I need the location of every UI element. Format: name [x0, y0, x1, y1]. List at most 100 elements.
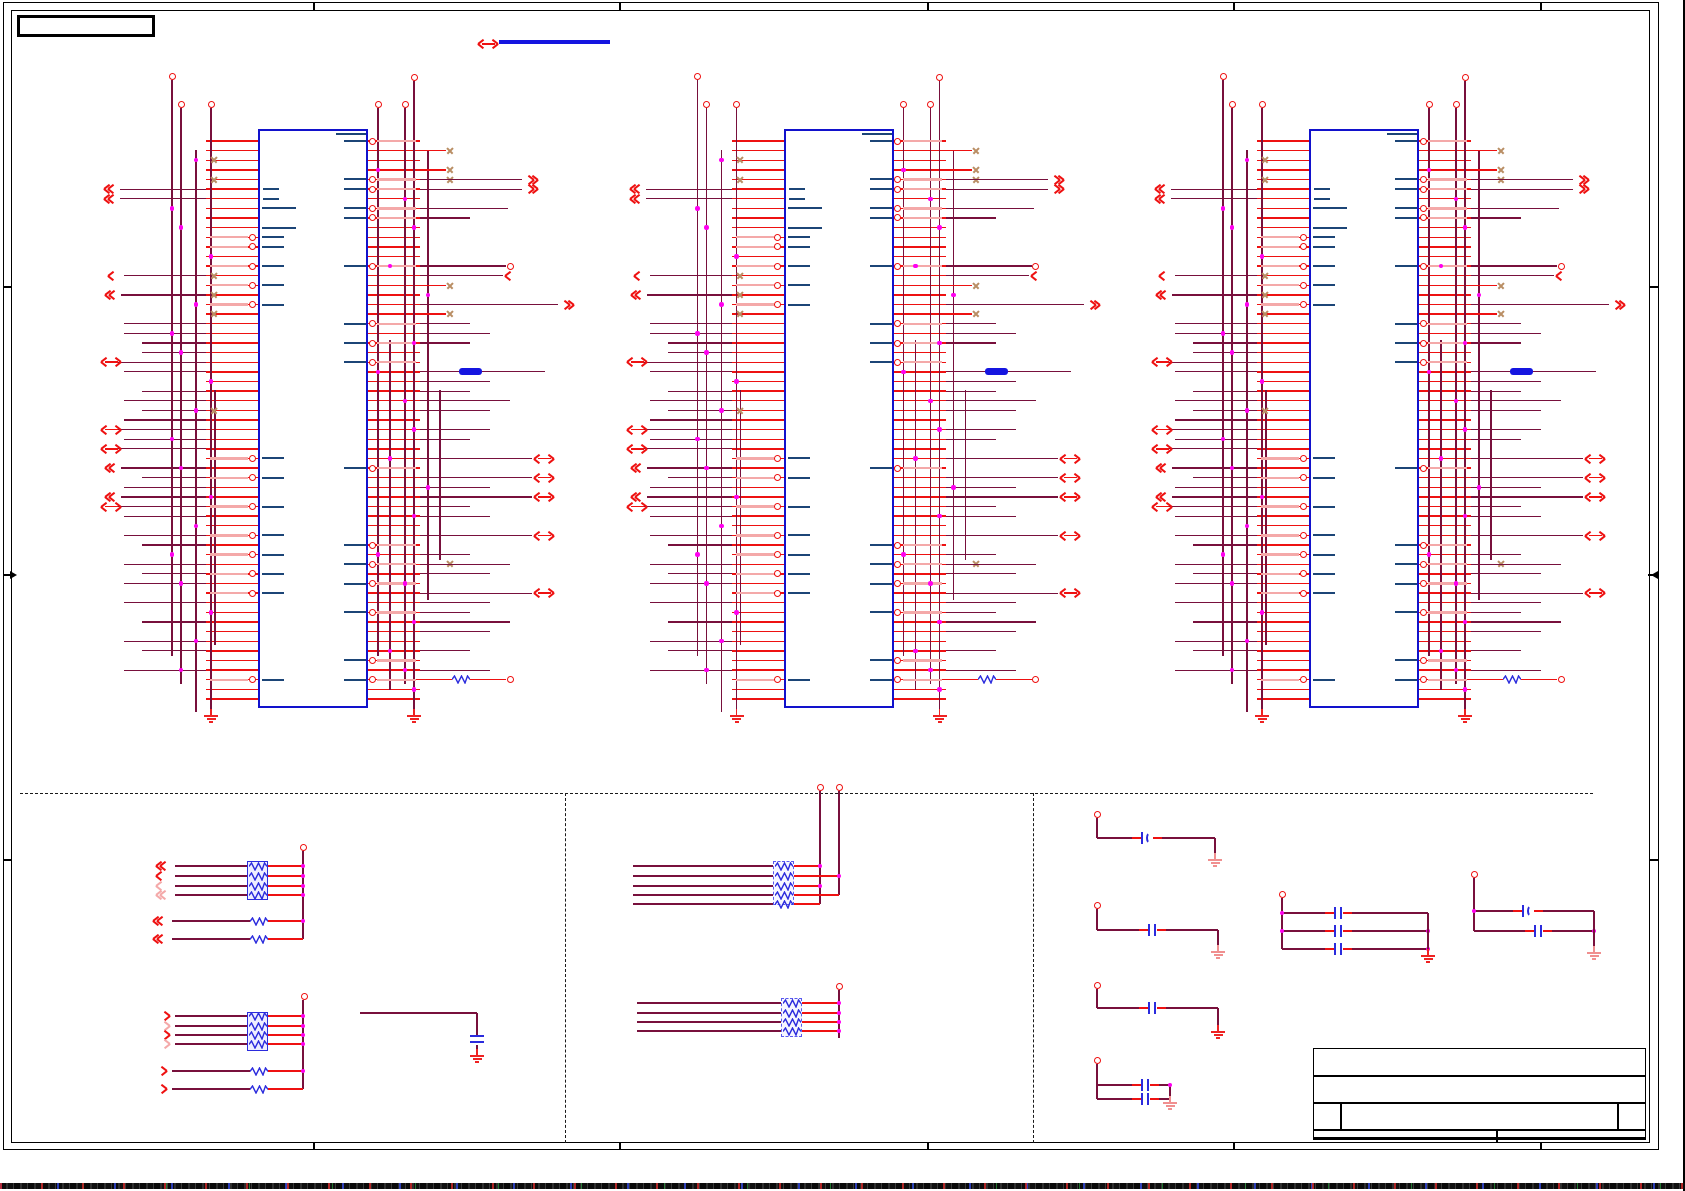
- nc-lead: [420, 284, 446, 286]
- ic-pin-left: [731, 390, 784, 392]
- pin-label-tick: [344, 140, 366, 142]
- resistor[interactable]: [250, 1066, 268, 1076]
- net-terminal[interactable]: [1032, 262, 1039, 270]
- junction-dot-icon: [719, 302, 724, 307]
- power-terminal[interactable]: [1219, 72, 1227, 80]
- net-rail: [1427, 913, 1429, 952]
- net-terminal[interactable]: [1557, 262, 1565, 270]
- junction-dot-icon: [1244, 158, 1250, 163]
- ic-pin-right: [368, 669, 420, 671]
- title-block-line: [1496, 1130, 1498, 1142]
- power-rail: [1464, 81, 1466, 713]
- junction-dot-icon: [178, 465, 184, 471]
- junction-dot-icon: [1259, 254, 1265, 259]
- pin-bubble-icon: [1419, 541, 1427, 549]
- ic-pin-right: [1419, 486, 1471, 488]
- pin-label-tick: [262, 553, 284, 556]
- power-terminal[interactable]: [410, 73, 418, 81]
- net-terminal[interactable]: [835, 982, 843, 990]
- power-terminal[interactable]: [1228, 100, 1236, 108]
- ic-body[interactable]: [1309, 129, 1419, 708]
- ferrite-bead[interactable]: [459, 368, 482, 376]
- net: [645, 198, 732, 200]
- resistor[interactable]: [250, 934, 268, 944]
- net-terminal[interactable]: [299, 843, 307, 851]
- net-terminal[interactable]: [1093, 1056, 1101, 1064]
- net-terminal[interactable]: [816, 783, 824, 791]
- net-terminal[interactable]: [300, 992, 308, 1000]
- resistor[interactable]: [977, 675, 996, 685]
- power-terminal[interactable]: [1461, 73, 1469, 81]
- ic-pin-right: [368, 553, 420, 556]
- capacitor-lead: [1139, 929, 1148, 931]
- power-terminal[interactable]: [374, 100, 382, 108]
- net-terminal[interactable]: [1470, 870, 1478, 878]
- resistor[interactable]: [250, 1084, 268, 1094]
- power-terminal[interactable]: [207, 100, 215, 108]
- power-terminal[interactable]: [1425, 100, 1433, 108]
- net-terminal[interactable]: [506, 262, 514, 270]
- net: [268, 920, 303, 922]
- net-terminal[interactable]: [1093, 981, 1101, 989]
- resistor[interactable]: [1503, 675, 1521, 685]
- power-terminal[interactable]: [177, 100, 185, 108]
- ic-pin-left: [206, 544, 258, 546]
- pin-bubble-icon: [248, 531, 256, 539]
- junction-dot-icon: [836, 873, 842, 879]
- power-terminal[interactable]: [168, 72, 176, 80]
- net-terminal[interactable]: [506, 676, 514, 684]
- net: [420, 303, 558, 306]
- power-terminal[interactable]: [733, 100, 740, 108]
- ground-icon: [1208, 859, 1222, 861]
- ferrite-bead[interactable]: [984, 368, 1008, 376]
- power-terminal[interactable]: [1452, 100, 1460, 108]
- net-terminal[interactable]: [1093, 810, 1101, 818]
- ic-pin-right: [1419, 303, 1471, 306]
- resistor-pack[interactable]: [781, 998, 802, 1037]
- net-terminal[interactable]: [1278, 890, 1286, 898]
- net: [649, 400, 732, 402]
- net: [1471, 207, 1559, 209]
- junction-dot-icon: [178, 667, 184, 673]
- ic-pin-left: [206, 226, 258, 229]
- resistor-pack[interactable]: [247, 861, 268, 900]
- power-terminal[interactable]: [401, 100, 409, 108]
- resistor[interactable]: [250, 916, 268, 926]
- ic-body[interactable]: [258, 129, 368, 708]
- ground-icon: [1169, 1096, 1171, 1102]
- pin-bubble-icon: [894, 464, 901, 472]
- net: [637, 1021, 781, 1023]
- net-terminal[interactable]: [1557, 676, 1565, 684]
- ic-body[interactable]: [783, 129, 894, 708]
- ic-pin-right: [368, 198, 420, 200]
- pin-bubble-icon: [1299, 474, 1307, 482]
- junction-dot-icon: [169, 206, 175, 211]
- power-terminal[interactable]: [1258, 100, 1266, 108]
- pin-highlight: [210, 534, 248, 537]
- net: [1096, 989, 1098, 1008]
- net-terminal[interactable]: [835, 783, 843, 791]
- pin-highlight: [735, 236, 774, 239]
- power-rail: [1428, 108, 1430, 656]
- power-terminal[interactable]: [936, 73, 943, 81]
- power-terminal[interactable]: [900, 100, 907, 108]
- power-terminal[interactable]: [694, 72, 701, 80]
- net: [1193, 409, 1257, 411]
- ic-pin-left: [731, 428, 784, 431]
- junction-dot-icon: [387, 263, 393, 269]
- net-terminal[interactable]: [1093, 901, 1101, 909]
- resistor[interactable]: [452, 675, 470, 685]
- net-terminal[interactable]: [1032, 676, 1039, 684]
- ground-icon: [210, 709, 212, 715]
- pin-highlight: [735, 534, 774, 537]
- pin-highlight: [902, 207, 942, 210]
- net: [1471, 457, 1583, 460]
- power-terminal[interactable]: [927, 100, 934, 108]
- ground-icon: [1165, 1105, 1175, 1107]
- ic-pin-right: [1419, 274, 1471, 277]
- pin-label-tick: [344, 342, 366, 345]
- title-block[interactable]: [1313, 1048, 1646, 1140]
- net: [142, 477, 206, 479]
- ferrite-bead[interactable]: [1510, 368, 1533, 376]
- power-terminal[interactable]: [703, 100, 710, 108]
